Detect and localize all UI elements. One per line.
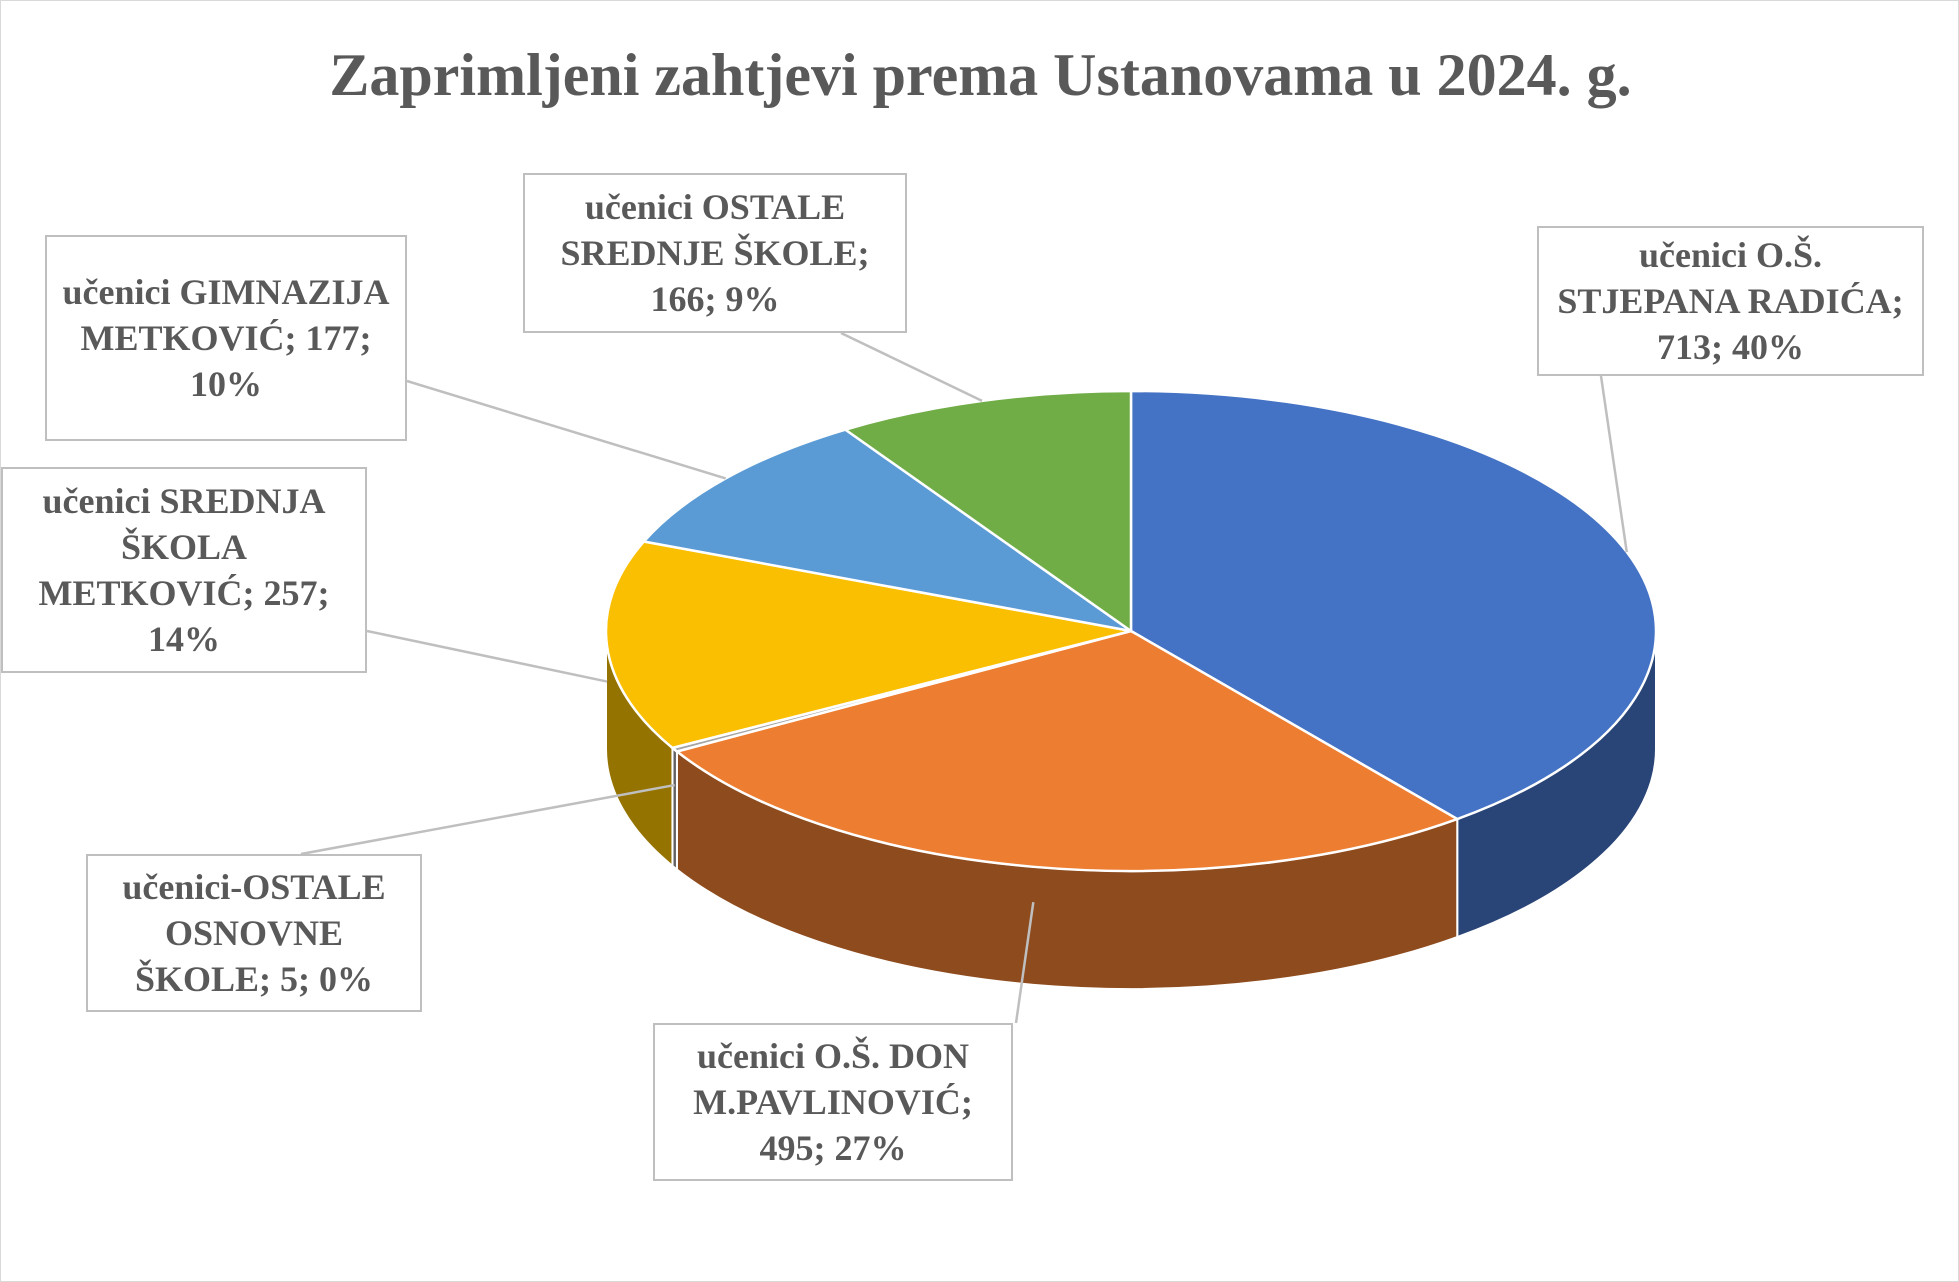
leader-line bbox=[366, 629, 608, 683]
slice bbox=[1129, 389, 1658, 821]
data-label: učenici O.Š. STJEPANA RADIĆA; 713; 40% bbox=[1537, 226, 1924, 376]
data-label: učenici SREDNJA ŠKOLA METKOVIĆ; 257; 14% bbox=[1, 467, 367, 673]
data-label: učenici OSTALE SREDNJE ŠKOLE; 166; 9% bbox=[523, 173, 907, 333]
slice bbox=[641, 428, 1132, 633]
leader-line bbox=[1599, 375, 1629, 553]
slice bbox=[674, 629, 1461, 873]
data-label: učenici-OSTALE OSNOVNE ŠKOLE; 5; 0% bbox=[86, 854, 422, 1012]
data-label: učenici O.Š. DON M.PAVLINOVIĆ; 495; 27% bbox=[653, 1023, 1013, 1181]
leader-line bbox=[406, 379, 727, 480]
leader-line bbox=[1014, 902, 1035, 1024]
data-label: učenici GIMNAZIJA METKOVIĆ; 177; 10% bbox=[45, 235, 407, 441]
leader-line bbox=[840, 331, 983, 402]
slice bbox=[604, 540, 1132, 750]
chart-title: Zaprimljeni zahtjevi prema Ustanovama u … bbox=[329, 42, 1632, 108]
leader-line bbox=[300, 783, 675, 856]
